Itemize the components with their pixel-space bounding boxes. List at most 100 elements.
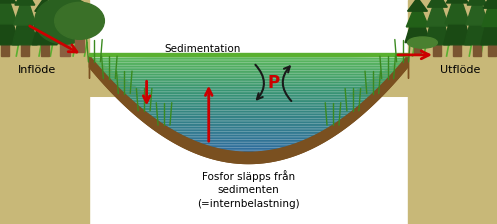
Polygon shape xyxy=(453,45,461,56)
Polygon shape xyxy=(125,95,372,96)
Polygon shape xyxy=(132,101,365,103)
Polygon shape xyxy=(96,64,401,66)
Polygon shape xyxy=(127,96,370,98)
Polygon shape xyxy=(228,151,269,152)
Polygon shape xyxy=(187,138,310,140)
Polygon shape xyxy=(198,143,299,144)
Polygon shape xyxy=(0,0,17,24)
Polygon shape xyxy=(146,112,351,114)
Polygon shape xyxy=(169,128,328,130)
Polygon shape xyxy=(102,70,395,72)
Polygon shape xyxy=(157,120,340,122)
Polygon shape xyxy=(142,109,355,111)
Polygon shape xyxy=(112,82,385,83)
Polygon shape xyxy=(21,45,29,56)
Polygon shape xyxy=(177,133,320,135)
Polygon shape xyxy=(155,119,342,120)
Polygon shape xyxy=(203,144,294,146)
Polygon shape xyxy=(33,0,56,28)
Polygon shape xyxy=(414,43,421,54)
Polygon shape xyxy=(89,56,408,164)
Polygon shape xyxy=(129,98,368,99)
Polygon shape xyxy=(150,115,347,117)
Polygon shape xyxy=(138,106,359,107)
Polygon shape xyxy=(427,0,447,7)
Polygon shape xyxy=(405,2,430,43)
Polygon shape xyxy=(465,0,490,45)
Polygon shape xyxy=(473,45,481,56)
Polygon shape xyxy=(100,69,397,70)
Polygon shape xyxy=(14,0,36,25)
Polygon shape xyxy=(220,149,277,151)
Polygon shape xyxy=(148,114,349,115)
Polygon shape xyxy=(115,85,382,86)
Polygon shape xyxy=(166,127,331,128)
Polygon shape xyxy=(91,56,406,58)
Polygon shape xyxy=(445,0,470,24)
Polygon shape xyxy=(407,0,428,27)
Polygon shape xyxy=(134,103,363,104)
Polygon shape xyxy=(488,45,496,56)
Polygon shape xyxy=(117,86,380,88)
Polygon shape xyxy=(207,146,290,147)
Polygon shape xyxy=(194,141,303,143)
Polygon shape xyxy=(12,0,37,45)
Polygon shape xyxy=(120,90,377,91)
Polygon shape xyxy=(136,104,361,106)
Polygon shape xyxy=(32,2,57,45)
Polygon shape xyxy=(482,0,497,26)
Polygon shape xyxy=(119,88,378,90)
Polygon shape xyxy=(105,74,392,75)
Polygon shape xyxy=(467,0,487,5)
Polygon shape xyxy=(408,0,497,224)
Polygon shape xyxy=(444,0,471,45)
Polygon shape xyxy=(89,56,408,164)
Polygon shape xyxy=(0,0,89,224)
Polygon shape xyxy=(109,78,388,80)
Polygon shape xyxy=(466,0,488,25)
Polygon shape xyxy=(159,122,338,123)
Ellipse shape xyxy=(35,0,94,44)
Polygon shape xyxy=(103,72,394,74)
Polygon shape xyxy=(483,0,497,8)
Text: Sedimentation: Sedimentation xyxy=(164,44,241,54)
Polygon shape xyxy=(144,111,353,112)
Polygon shape xyxy=(408,0,427,11)
Polygon shape xyxy=(433,45,441,56)
Polygon shape xyxy=(95,62,402,64)
Polygon shape xyxy=(481,0,497,45)
Polygon shape xyxy=(348,56,497,96)
Text: Fosfor släpps från
sedimenten
(=internbelastning): Fosfor släpps från sedimenten (=internbe… xyxy=(197,170,300,209)
Polygon shape xyxy=(108,77,389,78)
Polygon shape xyxy=(162,123,335,125)
Polygon shape xyxy=(213,147,284,149)
Polygon shape xyxy=(0,0,16,3)
Polygon shape xyxy=(93,61,404,62)
Polygon shape xyxy=(152,117,345,119)
Polygon shape xyxy=(122,91,375,93)
Ellipse shape xyxy=(55,2,104,39)
Polygon shape xyxy=(35,0,55,11)
Polygon shape xyxy=(446,0,468,3)
Polygon shape xyxy=(0,56,149,96)
Polygon shape xyxy=(114,83,383,85)
Polygon shape xyxy=(1,45,9,56)
Polygon shape xyxy=(75,38,84,52)
Polygon shape xyxy=(15,0,35,5)
Polygon shape xyxy=(171,130,326,131)
Polygon shape xyxy=(140,107,357,109)
Polygon shape xyxy=(92,59,405,61)
Polygon shape xyxy=(111,80,386,82)
Polygon shape xyxy=(0,0,19,45)
Polygon shape xyxy=(180,135,317,136)
Polygon shape xyxy=(183,136,314,138)
Text: Utflöde: Utflöde xyxy=(439,65,480,75)
Polygon shape xyxy=(91,58,406,59)
Polygon shape xyxy=(174,131,323,133)
Polygon shape xyxy=(89,53,408,56)
Polygon shape xyxy=(41,45,49,56)
Polygon shape xyxy=(97,66,400,67)
Polygon shape xyxy=(425,0,450,45)
Polygon shape xyxy=(426,0,448,26)
Polygon shape xyxy=(164,125,333,127)
